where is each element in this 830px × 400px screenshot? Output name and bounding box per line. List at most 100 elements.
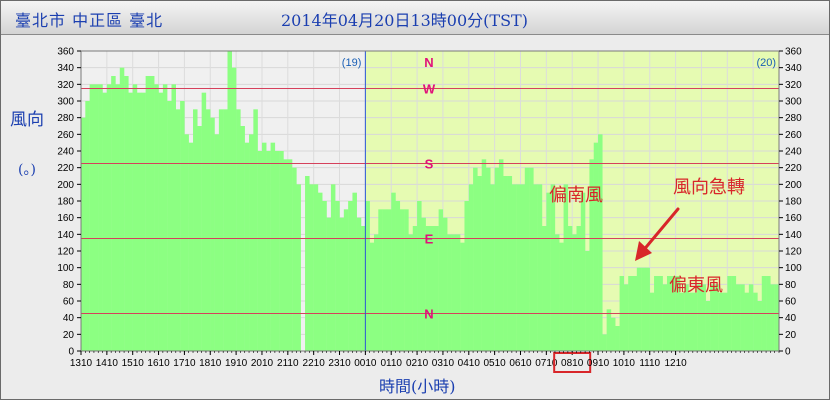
y-tick-label-left: 180 bbox=[57, 197, 74, 208]
bar bbox=[348, 201, 353, 351]
annotation-sudden-shift: 風向急轉 bbox=[673, 177, 745, 198]
direction-label: S bbox=[425, 157, 434, 172]
arrow-shaft bbox=[640, 207, 680, 254]
bar bbox=[533, 184, 538, 351]
bar bbox=[244, 142, 250, 351]
bar bbox=[662, 284, 668, 351]
bar bbox=[408, 234, 413, 351]
bar bbox=[115, 84, 120, 351]
x-tick-label: 1010 bbox=[613, 358, 636, 369]
bar bbox=[550, 184, 556, 351]
y-tick-label-right: 340 bbox=[785, 63, 802, 74]
bar bbox=[615, 326, 620, 351]
bar bbox=[442, 217, 448, 351]
bar bbox=[434, 226, 439, 351]
bar bbox=[490, 184, 495, 351]
bar bbox=[162, 84, 168, 351]
x-tick-label: 0610 bbox=[509, 358, 532, 369]
y-tick-label-left: 120 bbox=[57, 247, 74, 258]
bar bbox=[236, 109, 241, 351]
x-tick-label: 0810 bbox=[561, 358, 584, 369]
bar bbox=[412, 226, 418, 351]
bar bbox=[210, 117, 215, 352]
y-tick-label-right: 60 bbox=[785, 297, 797, 308]
y-tick-label-left: 280 bbox=[57, 113, 74, 124]
x-tick-label: 1110 bbox=[639, 358, 660, 369]
direction-label: N bbox=[424, 307, 433, 322]
x-tick-label: 1510 bbox=[122, 358, 145, 369]
x-tick-label: 2210 bbox=[303, 358, 326, 369]
bar bbox=[722, 292, 728, 351]
bar bbox=[567, 226, 573, 351]
bar bbox=[468, 184, 474, 351]
bar bbox=[641, 267, 646, 351]
bar bbox=[417, 201, 422, 351]
bar bbox=[503, 176, 508, 351]
bar bbox=[317, 192, 323, 351]
bar bbox=[447, 234, 452, 351]
bar bbox=[438, 209, 444, 351]
bar bbox=[580, 192, 586, 351]
bar bbox=[231, 67, 237, 352]
y-tick-label-left: 240 bbox=[57, 147, 74, 158]
x-tick-label: 0510 bbox=[484, 358, 507, 369]
y-tick-label-left: 40 bbox=[63, 313, 75, 324]
annotation-south-wind: 偏南風 bbox=[549, 185, 603, 206]
bar bbox=[572, 234, 577, 351]
bar bbox=[98, 84, 103, 351]
observation-datetime: 2014年04月20日13時00分(TST) bbox=[281, 11, 528, 30]
bar bbox=[339, 217, 345, 351]
header-bar: 臺北市 中正區 臺北 2014年04月20日13時00分(TST) bbox=[1, 1, 829, 35]
bar bbox=[520, 184, 525, 351]
y-tick-label-right: 140 bbox=[785, 230, 802, 241]
bar bbox=[623, 284, 629, 351]
bar bbox=[309, 184, 314, 351]
bar bbox=[253, 109, 258, 351]
x-tick-label: 1910 bbox=[225, 358, 248, 369]
day-marker-20: (20) bbox=[756, 57, 776, 69]
y-tick-label-right: 40 bbox=[785, 313, 797, 324]
bar bbox=[188, 142, 194, 351]
y-tick-label-left: 320 bbox=[57, 80, 74, 91]
bar bbox=[701, 284, 706, 351]
y-tick-label-left: 340 bbox=[57, 63, 74, 74]
bar bbox=[261, 142, 267, 351]
bar bbox=[201, 92, 207, 352]
bar bbox=[753, 292, 758, 351]
bar bbox=[697, 284, 702, 351]
x-tick-label: 2110 bbox=[277, 358, 299, 369]
direction-label: W bbox=[423, 82, 436, 97]
y-tick-label-right: 260 bbox=[785, 130, 802, 141]
bar bbox=[430, 226, 435, 351]
bar bbox=[249, 134, 254, 351]
y-tick-label-left: 60 bbox=[63, 297, 75, 308]
bar bbox=[283, 159, 289, 351]
y-tick-label-right: 160 bbox=[785, 213, 802, 224]
bar bbox=[757, 301, 762, 351]
bar bbox=[141, 92, 146, 352]
x-tick-label: 1210 bbox=[664, 358, 687, 369]
y-tick-label-right: 360 bbox=[785, 47, 802, 58]
bar bbox=[386, 209, 392, 351]
direction-label: N bbox=[424, 55, 433, 70]
bar bbox=[421, 217, 426, 351]
x-tick-label: 0210 bbox=[406, 358, 429, 369]
bar bbox=[714, 284, 719, 351]
bar bbox=[744, 292, 750, 351]
bar bbox=[748, 284, 754, 351]
bar bbox=[292, 167, 297, 351]
bar bbox=[184, 134, 189, 351]
bar bbox=[124, 76, 129, 351]
bar bbox=[705, 301, 711, 351]
bar bbox=[369, 242, 375, 351]
y-axis-unit: (。) bbox=[18, 162, 36, 178]
bar bbox=[598, 134, 603, 351]
x-tick-label: 0310 bbox=[432, 358, 455, 369]
x-tick-label: 0410 bbox=[458, 358, 481, 369]
bar bbox=[770, 284, 775, 351]
bar bbox=[610, 317, 616, 351]
y-tick-label-left: 220 bbox=[57, 163, 74, 174]
bar bbox=[137, 92, 142, 352]
